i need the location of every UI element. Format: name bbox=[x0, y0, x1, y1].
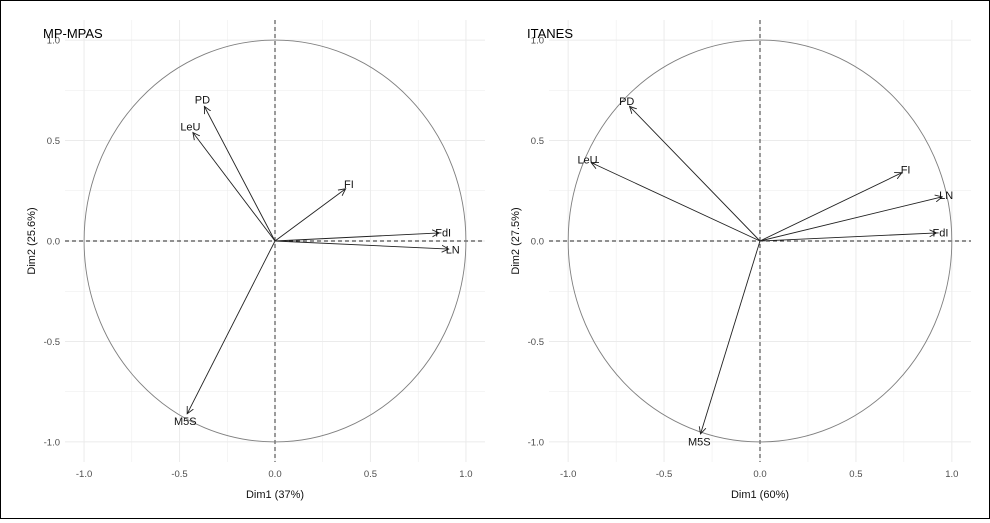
y-tick-labels: -1.0 -0.5 0.0 0.5 1.0 bbox=[44, 36, 60, 449]
correlation-circle bbox=[83, 39, 467, 443]
variable-label-leu: LeU bbox=[577, 154, 597, 166]
variable-labels: PD LeU FI FdI LN M5S bbox=[174, 94, 460, 427]
variable-arrows bbox=[187, 106, 449, 413]
x-tick-labels: -1.0 -0.5 0.0 0.5 1.0 bbox=[76, 469, 473, 480]
x-tick-label: -0.5 bbox=[656, 469, 672, 480]
arrow-fi bbox=[759, 173, 902, 242]
x-tick-label: 0.0 bbox=[268, 469, 281, 480]
x-tick-label: 0.0 bbox=[753, 469, 766, 480]
x-tick-label: 0.5 bbox=[364, 469, 377, 480]
variable-labels: PD LeU FI LN FdI M5S bbox=[577, 96, 953, 449]
unit-circle bbox=[83, 39, 467, 443]
x-tick-label: 1.0 bbox=[459, 469, 472, 480]
y-axis-label: Dim2 (25.6%) bbox=[26, 207, 38, 274]
variable-label-m5s: M5S bbox=[174, 416, 197, 428]
chart-title: ITANES bbox=[527, 26, 573, 41]
x-tick-label: 1.0 bbox=[945, 469, 958, 480]
x-tick-label: -1.0 bbox=[560, 469, 576, 480]
panel-mp-mpas: PD LeU FI FdI LN M5S -1.0 -0.5 0.0 0.5 1.0 -1.0 -0… bbox=[26, 20, 485, 501]
variable-label-fi: FI bbox=[901, 164, 911, 176]
arrow-m5s bbox=[187, 240, 276, 414]
variable-label-ln: LN bbox=[446, 244, 460, 256]
x-tick-label: 0.5 bbox=[849, 469, 862, 480]
x-axis-label: Dim1 (37%) bbox=[246, 489, 304, 501]
panel-itanes: PD LeU FI LN FdI M5S -1.0 -0.5 0.0 0.5 1.0 -1.0 -0… bbox=[510, 20, 971, 501]
variable-arrows bbox=[591, 106, 942, 433]
arrow-fdi bbox=[759, 233, 936, 242]
y-tick-label: 1.0 bbox=[47, 36, 60, 47]
variable-label-m5s: M5S bbox=[688, 436, 711, 448]
x-tick-label: -1.0 bbox=[76, 469, 92, 480]
arrow-fi bbox=[274, 189, 346, 242]
y-tick-label: 0.0 bbox=[47, 237, 60, 248]
y-axis-label: Dim2 (27.5%) bbox=[510, 207, 522, 274]
arrow-ln bbox=[274, 240, 449, 249]
y-tick-label: 1.0 bbox=[531, 36, 544, 47]
arrow-m5s bbox=[701, 240, 761, 434]
chart-title: MP-MPAS bbox=[43, 26, 103, 41]
x-tick-labels: -1.0 -0.5 0.0 0.5 1.0 bbox=[560, 469, 958, 480]
arrow-pd bbox=[630, 106, 761, 242]
variable-label-pd: PD bbox=[619, 96, 634, 108]
variable-label-fdi: FdI bbox=[933, 228, 949, 240]
x-tick-label: -0.5 bbox=[171, 469, 187, 480]
variable-label-fi: FI bbox=[344, 179, 354, 191]
y-tick-label: -0.5 bbox=[44, 337, 60, 348]
y-tick-labels: -1.0 -0.5 0.0 0.5 1.0 bbox=[528, 36, 544, 449]
arrow-leu bbox=[591, 163, 761, 242]
variable-label-ln: LN bbox=[939, 190, 953, 202]
arrow-leu bbox=[193, 133, 276, 242]
arrow-fdi bbox=[274, 233, 439, 242]
x-axis-label: Dim1 (60%) bbox=[731, 489, 789, 501]
y-tick-label: -0.5 bbox=[528, 337, 544, 348]
variable-label-leu: LeU bbox=[180, 121, 200, 133]
arrow-pd bbox=[204, 106, 276, 242]
y-tick-label: 0.5 bbox=[531, 136, 544, 147]
unit-circle bbox=[567, 39, 953, 443]
y-tick-label: -1.0 bbox=[528, 437, 544, 448]
variable-label-fdi: FdI bbox=[435, 228, 451, 240]
arrow-ln bbox=[759, 197, 942, 242]
y-tick-label: 0.5 bbox=[47, 136, 60, 147]
variable-label-pd: PD bbox=[195, 94, 210, 106]
y-tick-label: -1.0 bbox=[44, 437, 60, 448]
correlation-circle bbox=[567, 39, 953, 443]
y-tick-label: 0.0 bbox=[531, 237, 544, 248]
